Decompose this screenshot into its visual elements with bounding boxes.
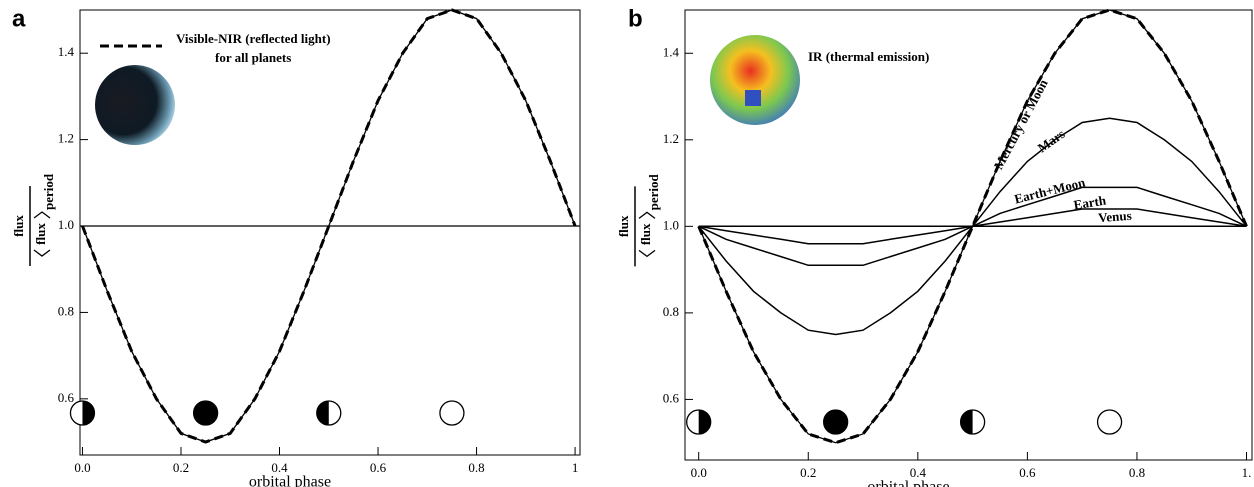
phase-icon	[439, 400, 465, 426]
angle-brackets	[33, 211, 51, 257]
x-tick-label: 0.4	[271, 460, 288, 475]
x-tick-label: 1	[572, 460, 579, 475]
phase-shade	[82, 401, 95, 425]
series-line	[81, 8, 577, 444]
y-tick-label: 1.0	[58, 217, 74, 232]
plot-frame	[79, 9, 581, 456]
series-label: Venus	[1098, 208, 1132, 225]
phase-icon	[823, 409, 849, 435]
x-tick-label: 1.	[1242, 465, 1252, 480]
phase-shade	[960, 410, 973, 434]
x-tick-label: 0.4	[910, 465, 927, 480]
phase-disk	[192, 400, 219, 426]
panel-label: b	[628, 5, 643, 32]
y-tick-label: 0.8	[58, 303, 74, 318]
x-tick-label: 0.6	[370, 460, 387, 475]
series-label: Mercury or Moon	[991, 76, 1051, 172]
y-tick-label: 1.2	[58, 131, 74, 146]
y-label-subscript: period	[646, 173, 661, 210]
y-tick-label: 1.0	[663, 217, 679, 232]
phase-icon	[69, 400, 96, 426]
phase-shade	[316, 401, 329, 425]
y-label-denominator: flux	[638, 223, 653, 245]
x-tick-label: 0.8	[468, 460, 484, 475]
x-tick-label: 0.2	[173, 460, 189, 475]
phase-disk	[823, 409, 849, 435]
phase-disk	[439, 400, 465, 426]
x-axis-label: orbital phase	[867, 479, 949, 487]
y-tick-label: 0.6	[58, 390, 75, 405]
panel-label: a	[12, 5, 26, 32]
x-tick-label: 0.6	[1019, 465, 1036, 480]
plot-frame	[684, 9, 1253, 461]
annotation: IR (thermal emission)	[808, 49, 929, 64]
x-tick-label: 0.0	[74, 460, 90, 475]
phase-icon	[316, 400, 342, 426]
legend-note: for all planets	[215, 50, 291, 65]
y-tick-label: 1.2	[663, 131, 679, 146]
x-tick-label: 0.0	[691, 465, 707, 480]
angle-brackets	[638, 211, 656, 258]
series-label: Earth	[1073, 192, 1108, 212]
y-label-subscript: period	[41, 173, 56, 210]
phase-icon	[1096, 409, 1123, 435]
legend-label: Visible-NIR (reflected light)	[176, 31, 331, 46]
phase-icon	[959, 409, 986, 435]
x-tick-label: 0.8	[1129, 465, 1145, 480]
y-tick-label: 1.4	[58, 44, 75, 59]
y-axis-label: flux flux period	[616, 173, 661, 267]
planet-image	[95, 65, 175, 145]
y-axis-label: flux flux period	[11, 173, 56, 267]
x-axis-label: orbital phase	[249, 474, 331, 487]
series-label: Mars	[1035, 126, 1068, 155]
y-tick-label: 1.4	[663, 44, 680, 59]
phase-icon	[686, 409, 712, 435]
x-tick-label: 0.2	[800, 465, 816, 480]
y-tick-label: 0.6	[663, 390, 680, 405]
ir-map-detail	[745, 90, 761, 106]
y-label-numerator: flux	[11, 215, 26, 237]
phase-icon	[192, 400, 219, 426]
ir-map-image	[710, 35, 800, 125]
phase-shade	[698, 410, 711, 434]
phase-disk	[1096, 409, 1123, 435]
y-label-denominator: flux	[33, 223, 48, 245]
y-label-numerator: flux	[616, 215, 631, 237]
y-tick-label: 0.8	[663, 304, 679, 319]
